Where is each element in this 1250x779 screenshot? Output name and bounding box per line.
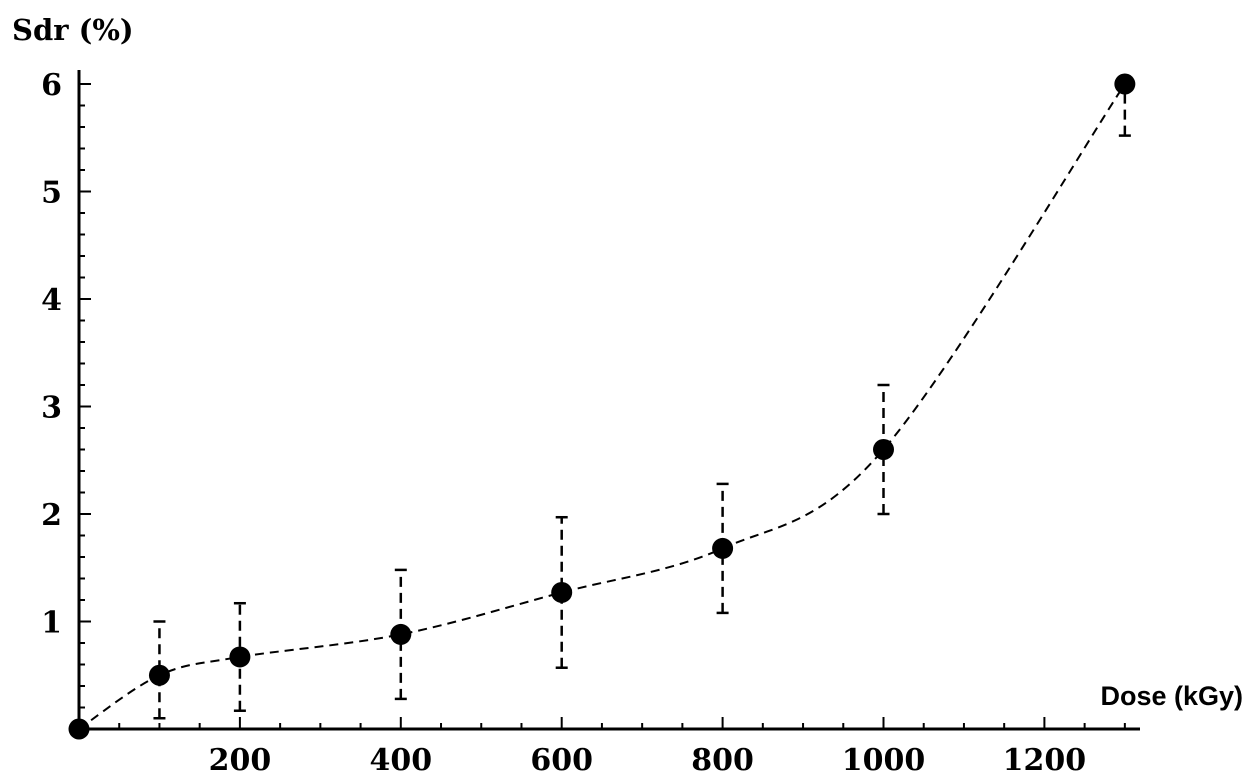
x-tick-label: 1000 (842, 743, 926, 778)
axes: 200 400 600 800 1000 1200 1 2 3 4 5 6 (41, 68, 1140, 778)
y-tick-label: 4 (41, 283, 62, 318)
curve-layer (78, 83, 1126, 730)
data-point (68, 718, 90, 740)
x-tick-label: 200 (209, 743, 272, 778)
data-point (551, 581, 573, 603)
y-axis-label: Sdr (%) (12, 13, 134, 47)
x-tick-label: 800 (691, 743, 754, 778)
point-layer (68, 73, 1136, 740)
y-tick-label: 3 (41, 391, 62, 426)
data-point (148, 664, 170, 686)
errorbar-layer (153, 82, 1131, 720)
data-point (1114, 73, 1136, 95)
y-tick-label: 2 (41, 498, 62, 533)
data-point (873, 439, 894, 460)
y-tick-label: 1 (41, 606, 62, 641)
x-tick-label: 400 (369, 743, 432, 778)
x-axis-label: Dose (kGy) (1100, 681, 1243, 711)
x-tick-label: 600 (530, 743, 593, 778)
y-tick-label: 6 (41, 68, 62, 103)
y-tick-label: 5 (41, 176, 62, 211)
x-tick-label: 1200 (1003, 743, 1087, 778)
data-point (712, 537, 734, 559)
data-point (229, 646, 251, 668)
fit-curve (78, 83, 1126, 730)
data-point (390, 623, 412, 645)
